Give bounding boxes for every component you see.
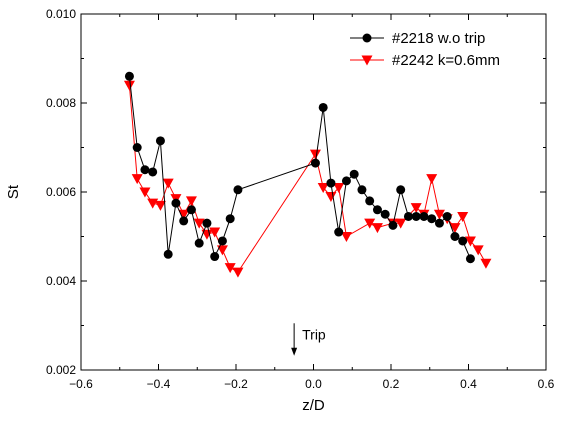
series-1-point bbox=[403, 211, 413, 221]
series-1-point bbox=[310, 158, 320, 168]
series-1-line bbox=[128, 76, 471, 259]
series-1-point bbox=[372, 205, 382, 215]
series-1-point bbox=[434, 218, 444, 228]
y-tick-label: 0.004 bbox=[46, 274, 76, 288]
series-2-point bbox=[224, 263, 236, 274]
series-1-point bbox=[132, 143, 142, 152]
trip-annotation: Trip bbox=[291, 323, 326, 356]
series-layer bbox=[123, 71, 492, 278]
legend-marker-series-1 bbox=[362, 33, 372, 43]
series-1-point bbox=[194, 238, 204, 248]
series-2-point bbox=[209, 227, 221, 238]
series-1-point bbox=[140, 165, 150, 175]
series-1-point bbox=[380, 209, 390, 219]
series-2-point bbox=[410, 203, 422, 214]
x-tick-label: 0.2 bbox=[383, 377, 400, 391]
series-1-point bbox=[155, 136, 165, 146]
series-2 bbox=[123, 80, 492, 278]
trip-arrow-head bbox=[291, 347, 298, 356]
series-1-point bbox=[357, 185, 367, 195]
series-1-point bbox=[326, 178, 336, 188]
y-tick-label: 0.008 bbox=[46, 96, 76, 110]
series-1-point bbox=[217, 236, 227, 246]
series-1-point bbox=[411, 211, 421, 221]
series-2-point bbox=[449, 223, 461, 234]
x-tick-label: 0.4 bbox=[460, 377, 477, 391]
series-1-point bbox=[388, 220, 398, 230]
series-2-point bbox=[317, 183, 329, 194]
legend-marker-series-2 bbox=[361, 55, 373, 66]
series-1-point bbox=[458, 236, 468, 246]
series-1-point bbox=[318, 102, 328, 112]
x-tick-label: −0.2 bbox=[224, 377, 248, 391]
y-tick-label: 0.010 bbox=[46, 7, 76, 21]
series-1-point bbox=[349, 169, 359, 179]
axis-ticks: −0.6 −0.4 −0.2 0.0 0.2 0.4 0.6 0.002 0.004 0.006 0… bbox=[46, 7, 555, 391]
series-2-point bbox=[201, 229, 213, 240]
legend-marker-shape bbox=[362, 33, 372, 43]
series-2-point bbox=[216, 245, 228, 256]
series-2-point bbox=[232, 267, 244, 278]
legend-marker-shape bbox=[361, 55, 373, 66]
legend: #2218 w.o trip #2242 k=0.6mm bbox=[350, 30, 500, 69]
x-tick-label: −0.4 bbox=[147, 377, 171, 391]
legend-label-series-1: #2218 w.o trip bbox=[392, 30, 485, 47]
series-1-point bbox=[233, 185, 243, 195]
series-1-point bbox=[365, 196, 375, 206]
series-2-point bbox=[185, 196, 197, 207]
series-1-point bbox=[210, 252, 220, 262]
series-1-point bbox=[450, 232, 460, 241]
series-1-point bbox=[465, 254, 475, 264]
series-1-point bbox=[341, 176, 351, 186]
series-2-point bbox=[139, 187, 151, 198]
series-2-point bbox=[364, 218, 376, 229]
y-tick-label: 0.002 bbox=[46, 363, 76, 377]
series-1-point bbox=[124, 71, 134, 81]
series-2-point bbox=[309, 149, 321, 160]
y-tick-label: 0.006 bbox=[46, 185, 76, 199]
y-axis-label: St bbox=[5, 184, 22, 199]
series-1-point bbox=[442, 211, 452, 221]
trip-label: Trip bbox=[302, 326, 326, 342]
x-axis-label: z/D bbox=[302, 397, 325, 414]
series-1-point bbox=[396, 185, 406, 195]
series-2-point bbox=[426, 174, 438, 185]
series-2-point bbox=[371, 223, 383, 234]
series-1-point bbox=[334, 227, 344, 237]
x-tick-label: 0.0 bbox=[305, 377, 322, 391]
series-2-point bbox=[193, 218, 205, 229]
series-1 bbox=[124, 71, 475, 264]
series-1-point bbox=[419, 211, 429, 221]
x-tick-label: −0.6 bbox=[69, 377, 93, 391]
series-1-point bbox=[186, 205, 196, 215]
series-1-point bbox=[179, 216, 189, 226]
series-1-point bbox=[427, 214, 437, 224]
series-2-point bbox=[433, 209, 445, 220]
series-2-point bbox=[325, 191, 337, 202]
series-2-point bbox=[340, 232, 352, 242]
series-1-point bbox=[225, 214, 235, 224]
series-2-point bbox=[395, 218, 407, 229]
legend-label-series-2: #2242 k=0.6mm bbox=[392, 52, 500, 69]
series-1-point bbox=[171, 198, 181, 208]
x-tick-label: 0.6 bbox=[538, 377, 555, 391]
series-2-point bbox=[131, 174, 143, 185]
series-1-point bbox=[148, 167, 158, 177]
series-2-point bbox=[162, 178, 174, 189]
series-2-point bbox=[178, 209, 190, 220]
series-1-point bbox=[202, 218, 212, 228]
series-2-point bbox=[333, 183, 345, 194]
series-2-point bbox=[472, 245, 484, 256]
series-2-point bbox=[123, 80, 135, 91]
series-1-point bbox=[163, 249, 173, 259]
series-2-point bbox=[464, 236, 476, 247]
series-2-point bbox=[480, 258, 492, 269]
series-2-point bbox=[457, 211, 469, 222]
series-2-point bbox=[154, 200, 166, 211]
